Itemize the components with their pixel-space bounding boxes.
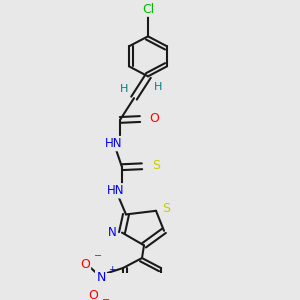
Text: HN: HN (107, 184, 125, 197)
Text: O: O (149, 112, 159, 124)
Text: S: S (162, 202, 170, 215)
Text: H: H (154, 82, 162, 92)
Text: H: H (120, 84, 128, 94)
Text: −: − (102, 295, 110, 300)
Text: −: − (94, 251, 102, 261)
Text: HN: HN (105, 137, 123, 150)
Text: N: N (96, 271, 106, 284)
Text: N: N (108, 226, 116, 239)
Text: S: S (152, 159, 160, 172)
Text: O: O (80, 258, 90, 271)
Text: +: + (108, 265, 116, 274)
Text: O: O (88, 289, 98, 300)
Text: Cl: Cl (142, 3, 154, 16)
